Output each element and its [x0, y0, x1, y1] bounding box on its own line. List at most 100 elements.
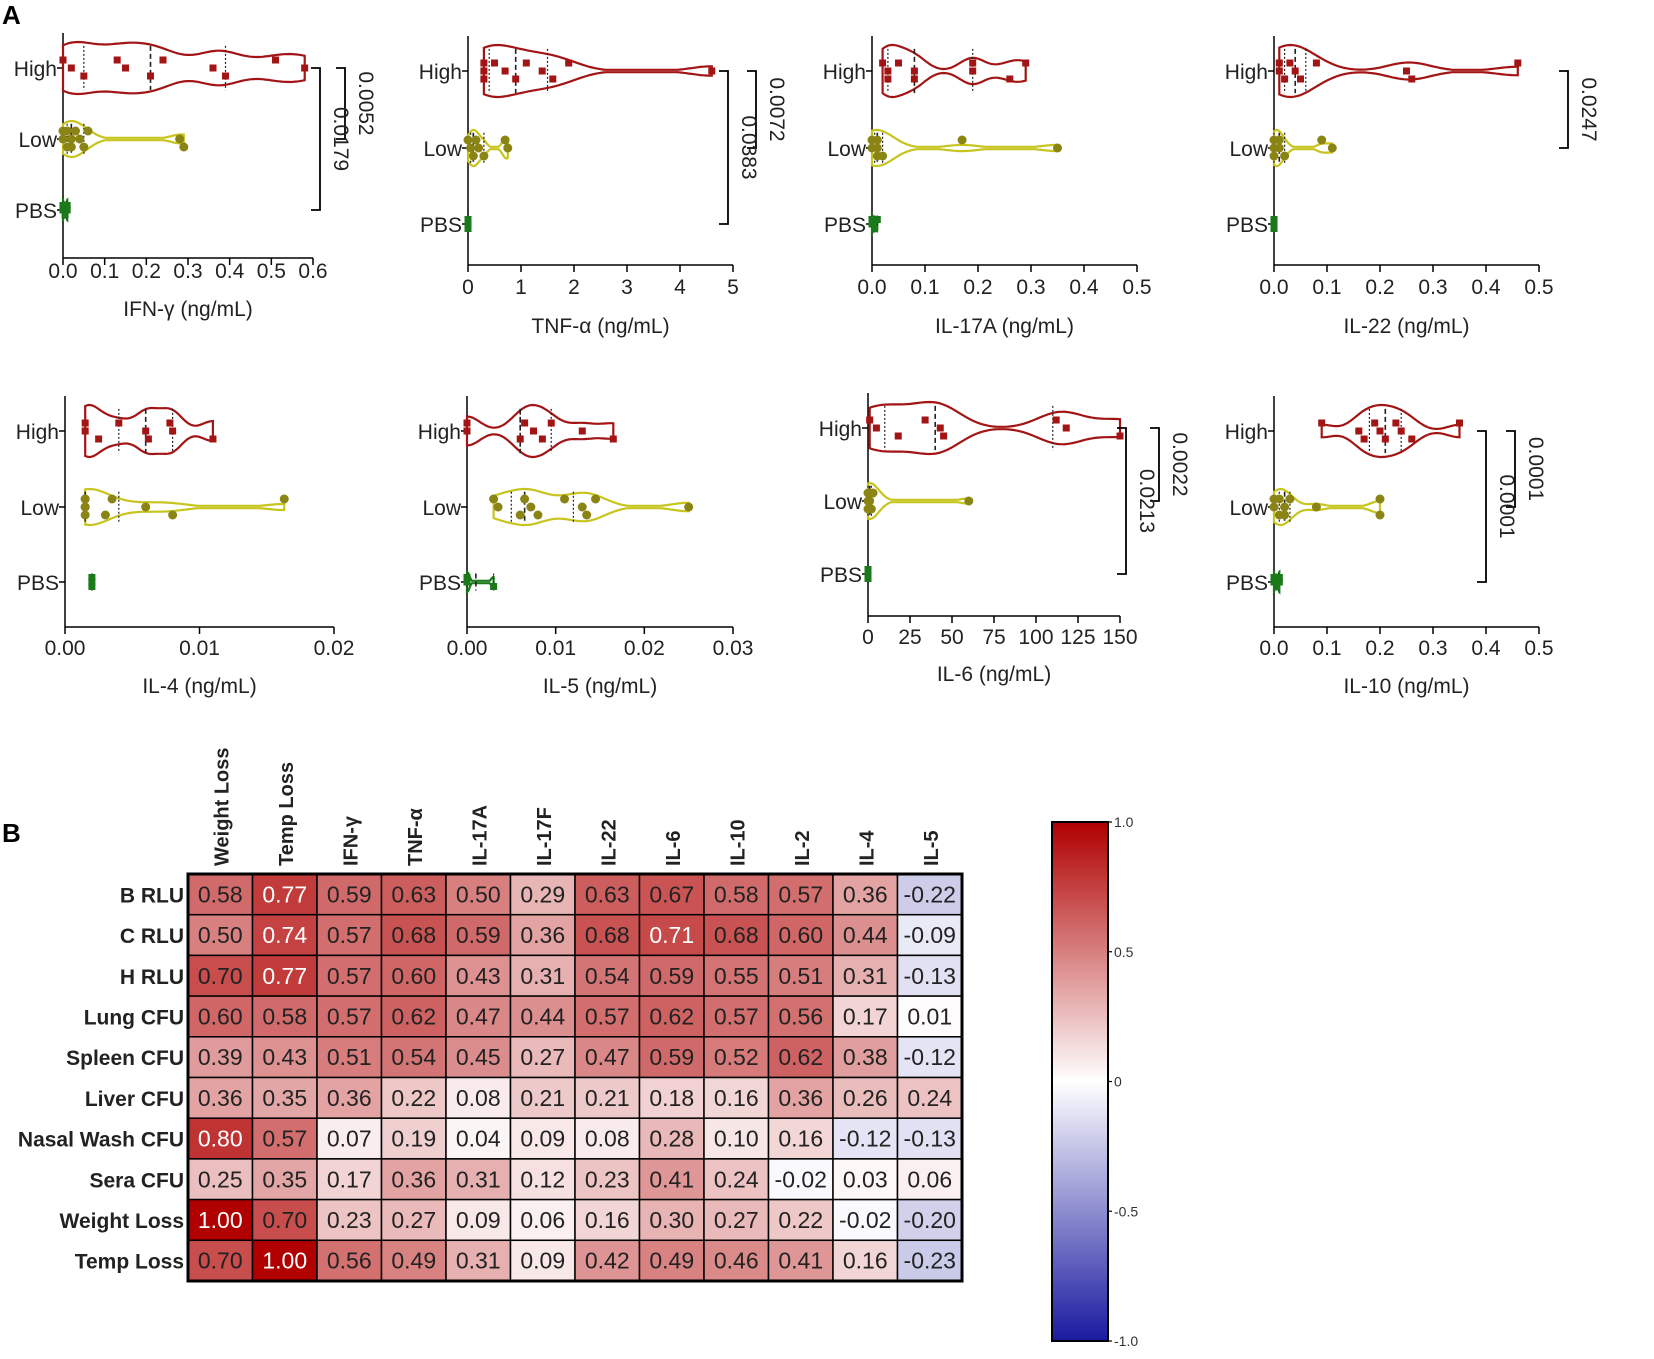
heatmap-value: 0.67 [649, 881, 694, 907]
data-point [144, 435, 152, 443]
heatmap-value: 0.59 [649, 963, 694, 989]
y-category-label: High [1225, 421, 1268, 444]
heatmap-cell [509, 995, 576, 1038]
y-category-label: High [16, 421, 59, 444]
data-point [1280, 502, 1290, 512]
heatmap-value: 0.27 [391, 1207, 436, 1233]
data-point [95, 435, 103, 443]
heatmap-cell [832, 1158, 899, 1201]
heatmap-cell [638, 1239, 705, 1282]
heatmap-value: 0.52 [714, 1044, 759, 1070]
data-point [538, 67, 546, 75]
data-point [526, 502, 536, 512]
x-tick-label: 0.1 [910, 276, 939, 299]
x-tick-label: 0.02 [314, 637, 355, 660]
data-point [1280, 151, 1290, 161]
y-category-label: PBS [15, 200, 57, 223]
heatmap-cell [574, 913, 641, 957]
heatmap-value: -0.20 [904, 1207, 956, 1233]
heatmap-value: 0.03 [843, 1166, 888, 1192]
data-point [61, 211, 69, 218]
heatmap-value: 0.04 [456, 1126, 501, 1152]
heatmap-value: 0.68 [585, 922, 630, 948]
data-point [493, 502, 503, 512]
heatmap-value: 0.41 [649, 1166, 694, 1192]
significance-bracket [336, 67, 346, 140]
data-point [88, 574, 96, 581]
heatmap-value: -0.22 [904, 881, 956, 907]
heatmap-row-label: Temp Loss [75, 1251, 184, 1274]
heatmap-cell [509, 954, 576, 997]
heatmap-value: -0.12 [904, 1044, 956, 1070]
heatmap-cell [703, 1036, 770, 1079]
x-tick-label: 0.1 [1312, 637, 1341, 660]
heatmap-column-label: IL-17A [469, 805, 491, 866]
data-point [866, 416, 874, 424]
heatmap-cell [251, 873, 318, 916]
data-point [301, 64, 309, 72]
data-point [1371, 419, 1379, 427]
data-point [464, 225, 472, 232]
panel-b-label: B [2, 818, 21, 848]
heatmap-value: 1.00 [262, 1248, 307, 1274]
data-point [179, 142, 189, 152]
p-value-label: 0.0001 [1524, 437, 1547, 501]
y-category-label: High [823, 61, 866, 84]
significance-bracket [1150, 427, 1160, 502]
heatmap-cell [832, 913, 899, 957]
colorbar-tick-label: -0.5 [1114, 1203, 1138, 1219]
data-point [549, 75, 557, 83]
p-value-label: 0.0052 [354, 71, 377, 135]
data-point [533, 510, 543, 520]
data-point [940, 432, 948, 440]
data-point [100, 510, 110, 520]
data-point [530, 427, 537, 435]
violin-low [466, 128, 509, 168]
data-point [169, 427, 177, 435]
data-point [871, 225, 879, 232]
heatmap-value: 0.57 [585, 1003, 630, 1029]
data-point [1375, 510, 1385, 520]
violin-low [84, 487, 286, 527]
violin-low [492, 487, 690, 527]
data-point [521, 419, 529, 427]
heatmap-cell [251, 954, 318, 997]
data-point [512, 75, 520, 83]
data-point [1312, 59, 1320, 67]
data-point [868, 216, 876, 223]
data-point [58, 134, 68, 144]
y-category-label: PBS [1226, 214, 1268, 237]
heatmap-value: 0.16 [778, 1126, 823, 1152]
data-point [503, 143, 513, 153]
heatmap-value: 0.43 [262, 1044, 307, 1070]
data-point [538, 435, 546, 443]
heatmap-value: 0.09 [520, 1248, 565, 1274]
x-tick-label: 0.4 [1471, 637, 1501, 660]
heatmap-cell [703, 1117, 770, 1160]
data-point [868, 488, 878, 498]
heatmap-value: 0.70 [198, 963, 243, 989]
heatmap-cell [638, 1198, 705, 1242]
heatmap-value: 0.54 [391, 1044, 436, 1070]
violin-chart-8: 0.0 0.1 0.2 0.3 0.4 0.5 IL-10 (ng/mL) High Low PB… [1225, 396, 1554, 698]
heatmap-cell [316, 1158, 383, 1201]
heatmap-value: 0.57 [327, 1003, 372, 1029]
significance-bracket [1506, 430, 1516, 508]
heatmap-value: 0.26 [843, 1085, 888, 1111]
heatmap-value: 0.43 [456, 963, 501, 989]
heatmap-cell [251, 1158, 318, 1201]
data-point [868, 220, 876, 228]
violin-high [881, 43, 1027, 99]
heatmap-value: 0.51 [327, 1044, 372, 1070]
data-point [1052, 416, 1060, 424]
heatmap-value: 0.28 [649, 1126, 694, 1152]
colorbar-tick-label: 0 [1114, 1074, 1122, 1090]
data-point [578, 427, 586, 435]
heatmap-value: 0.56 [327, 1248, 372, 1274]
data-point [1274, 135, 1284, 145]
data-point [1116, 432, 1124, 440]
data-point [864, 570, 872, 578]
heatmap-value: 0.46 [714, 1248, 759, 1274]
data-point [491, 59, 498, 67]
data-point [969, 59, 977, 67]
